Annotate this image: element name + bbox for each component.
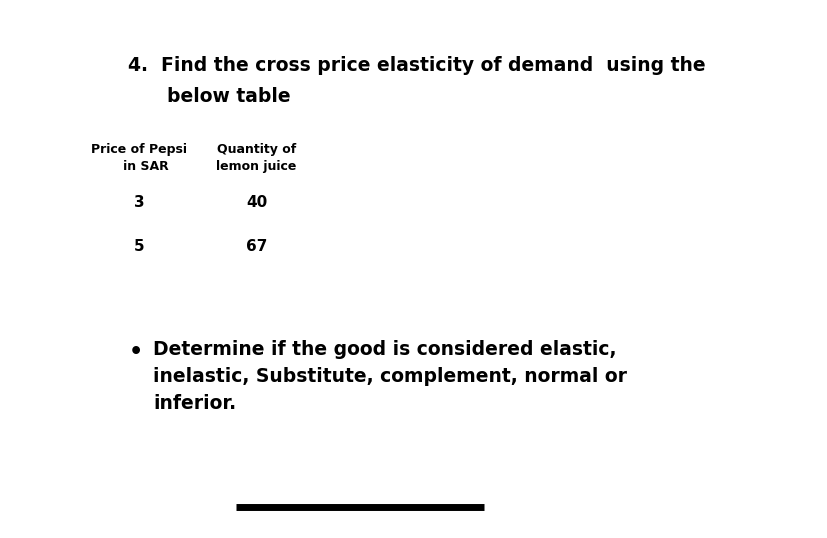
Text: 40: 40	[246, 195, 267, 210]
Text: Determine if the good is considered elastic,: Determine if the good is considered elas…	[153, 340, 616, 359]
Text: inelastic, Substitute, complement, normal or: inelastic, Substitute, complement, norma…	[153, 367, 626, 386]
Text: below table: below table	[128, 87, 290, 106]
Text: •: •	[128, 342, 142, 362]
Text: 4.  Find the cross price elasticity of demand  using the: 4. Find the cross price elasticity of de…	[128, 56, 705, 75]
Text: inferior.: inferior.	[153, 394, 236, 413]
Text: 3: 3	[134, 195, 144, 210]
Text: Price of Pepsi
   in SAR: Price of Pepsi in SAR	[91, 143, 187, 173]
Text: 67: 67	[246, 239, 267, 254]
Text: 5: 5	[134, 239, 144, 254]
Text: Quantity of
lemon juice: Quantity of lemon juice	[216, 143, 297, 173]
